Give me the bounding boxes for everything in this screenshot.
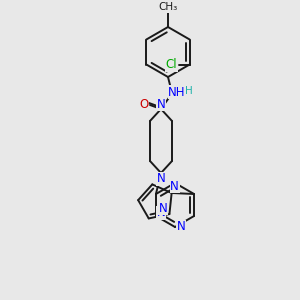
Text: H: H — [185, 86, 193, 96]
Text: CH₃: CH₃ — [158, 2, 178, 12]
Text: O: O — [140, 98, 148, 110]
Text: N: N — [170, 179, 179, 193]
Text: N: N — [159, 202, 168, 214]
Text: N: N — [157, 98, 165, 110]
Text: N: N — [157, 172, 165, 185]
Text: N: N — [177, 220, 185, 233]
Text: N: N — [157, 206, 165, 220]
Text: NH: NH — [168, 85, 186, 98]
Text: Cl: Cl — [166, 58, 178, 71]
